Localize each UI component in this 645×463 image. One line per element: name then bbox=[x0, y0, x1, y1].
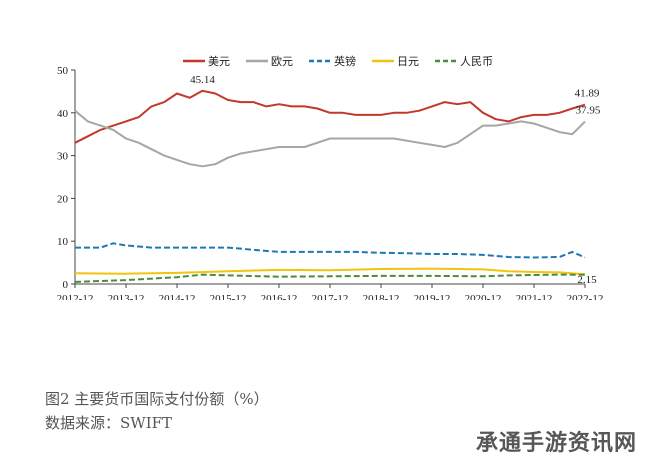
x-tick-label: 2018-12 bbox=[363, 293, 400, 300]
y-tick-label: 40 bbox=[57, 108, 69, 120]
data-label: 2.15 bbox=[577, 274, 597, 286]
data-label: 41.89 bbox=[575, 88, 600, 100]
x-tick-label: 2016-12 bbox=[261, 293, 298, 300]
chart-annotations: 45.14 41.89 37.95 2.15 bbox=[190, 74, 601, 286]
series-line-2 bbox=[75, 242, 586, 259]
x-tick-label: 2019-12 bbox=[414, 293, 451, 300]
legend-label-3: 日元 bbox=[397, 55, 419, 68]
x-tick-label: 2022-12 bbox=[567, 293, 604, 300]
figure-caption: 图2 主要货币国际支付份额（%） bbox=[45, 390, 269, 408]
y-tick-label: 50 bbox=[57, 65, 69, 77]
x-tick-label: 2020-12 bbox=[465, 293, 502, 300]
chart-series bbox=[74, 89, 586, 283]
x-tick-label: 2012-12 bbox=[57, 293, 94, 300]
legend-label-1: 欧元 bbox=[271, 55, 293, 68]
series-line-0 bbox=[74, 89, 586, 144]
legend-label-2: 英镑 bbox=[334, 54, 356, 68]
series-line-1 bbox=[74, 109, 586, 168]
legend-label-4: 人民币 bbox=[460, 55, 493, 68]
watermark-logo-text: 承通手游资讯网 bbox=[475, 431, 637, 456]
data-label: 37.95 bbox=[576, 105, 601, 117]
chart-axes: 0 10 20 30 40 50 2012-12 2013-12 2014-12 2015-12 2… bbox=[57, 65, 604, 300]
x-tick-label: 2021-12 bbox=[516, 293, 553, 300]
y-tick-label: 30 bbox=[57, 151, 69, 163]
legend-label-0: 美元 bbox=[208, 55, 230, 68]
x-tick-label: 2014-12 bbox=[159, 293, 196, 300]
data-source-note: 数据来源：SWIFT bbox=[45, 414, 173, 432]
x-tick-label: 2015-12 bbox=[210, 293, 247, 300]
y-tick-label: 10 bbox=[57, 236, 69, 248]
series-line-4 bbox=[74, 273, 586, 283]
x-tick-label: 2013-12 bbox=[108, 293, 145, 300]
y-tick-label: 0 bbox=[63, 279, 69, 291]
data-label: 45.14 bbox=[190, 74, 215, 86]
y-tick-label: 20 bbox=[57, 193, 69, 205]
series-line-3 bbox=[74, 267, 586, 276]
chart-legend: 美元 欧元 英镑 日元 人民币 bbox=[183, 54, 493, 68]
line-chart: 美元 欧元 英镑 日元 人民币 0 10 20 30 40 50 2012-12 2013-12 201… bbox=[57, 54, 604, 300]
x-tick-label: 2017-12 bbox=[312, 293, 349, 300]
